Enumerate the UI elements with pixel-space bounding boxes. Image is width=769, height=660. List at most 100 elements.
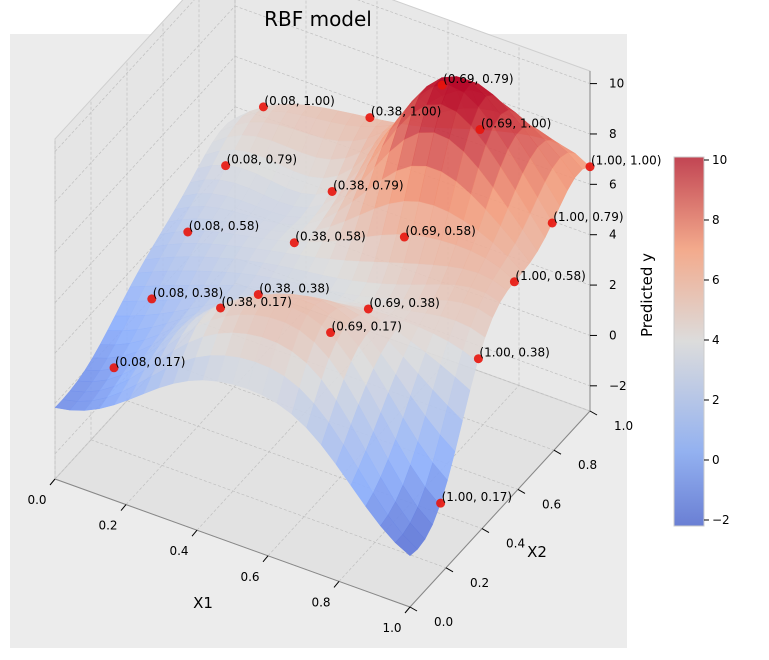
x-tick-label: 0.6	[240, 570, 259, 584]
colorbar-ticks: −2 0 2 4 6 8 10	[704, 153, 730, 527]
y-tick-label: 0.6	[542, 497, 561, 511]
y-tick-mark	[589, 410, 598, 416]
data-label: (0.69, 0.58)	[405, 224, 475, 238]
colorbar-tick-label: 10	[712, 153, 727, 167]
z-tick-label: 8	[609, 127, 617, 141]
colorbar-tick-label: 6	[712, 273, 720, 287]
data-label: (0.08, 1.00)	[264, 94, 334, 108]
x-tick-mark	[404, 606, 411, 614]
y-tick-label: 0.4	[506, 537, 525, 551]
colorbar-tick-label: 0	[712, 453, 720, 467]
data-point	[475, 125, 485, 135]
data-points: (0.08, 0.17) (0.08, 0.38) (0.08, 0.58) (0.0…	[109, 72, 661, 508]
y-axis-label: X2	[527, 543, 547, 561]
data-label: (0.08, 0.79)	[227, 153, 297, 167]
y-tick-label: 1.0	[614, 419, 633, 433]
data-point	[109, 363, 119, 373]
data-label: (0.69, 0.38)	[369, 296, 439, 310]
x-tick-mark	[262, 555, 269, 563]
data-label: (0.69, 0.17)	[332, 320, 402, 334]
data-label: (1.00, 0.79)	[553, 210, 623, 224]
grid-line	[338, 385, 520, 582]
data-label: (0.38, 0.58)	[295, 230, 365, 244]
data-point	[399, 232, 409, 242]
data-point	[147, 294, 157, 304]
x-tick-mark	[49, 478, 56, 486]
grid-line	[234, 56, 591, 185]
data-point	[436, 498, 446, 508]
x-axis-line	[54, 478, 411, 608]
data-label: (1.00, 0.17)	[442, 490, 512, 504]
z-tick-label: 2	[609, 278, 617, 292]
data-point	[183, 227, 193, 237]
x-tick-mark	[333, 581, 340, 588]
data-label: (0.08, 0.58)	[189, 219, 259, 233]
data-label: (0.38, 0.79)	[333, 178, 403, 192]
z-tick-label: 6	[609, 177, 617, 191]
surface	[54, 76, 591, 557]
colorbar-gradient	[673, 156, 705, 527]
y-tick-label: 0.8	[578, 458, 597, 472]
data-point	[253, 289, 263, 299]
data-label: (0.08, 0.38)	[153, 286, 223, 300]
data-label: (0.69, 1.00)	[481, 117, 551, 131]
data-point	[437, 80, 447, 90]
data-point	[547, 218, 557, 228]
grid-line	[90, 439, 447, 569]
colorbar-tick-label: −2	[712, 513, 730, 527]
y-tick-mark	[517, 488, 526, 494]
data-point	[221, 161, 231, 171]
z-tick-label: 10	[609, 77, 624, 91]
data-label: (0.69, 0.79)	[443, 72, 513, 86]
data-label: (1.00, 0.58)	[515, 269, 585, 283]
x-tick-label: 0.4	[169, 544, 188, 558]
data-point	[365, 113, 375, 123]
colorbar-tick-label: 4	[712, 333, 720, 347]
x-tick-mark	[191, 529, 198, 537]
y-tick-mark	[553, 449, 562, 455]
data-label: (0.38, 0.17)	[222, 295, 292, 309]
z-tick-label: 4	[609, 228, 617, 242]
grid-line	[54, 106, 236, 303]
data-point	[585, 162, 595, 172]
data-label: (1.00, 0.38)	[479, 346, 549, 360]
data-point	[216, 303, 225, 313]
z-axis-label: Predicted y	[638, 253, 656, 337]
grid-line	[54, 5, 236, 203]
grid-line	[162, 361, 519, 490]
data-point	[289, 238, 299, 248]
surface-patch	[394, 534, 418, 557]
colorbar: −2 0 2 4 6 8 10	[673, 153, 730, 527]
data-point	[363, 304, 373, 314]
x-axis-label: X1	[193, 594, 213, 612]
y-tick-label: 0.0	[434, 615, 453, 629]
y-tick-mark	[481, 528, 490, 534]
x-tick-label: 0.0	[27, 493, 46, 507]
colorbar-tick-label: 2	[712, 393, 720, 407]
x-tick-label: 1.0	[382, 621, 401, 635]
grid-line	[54, 56, 236, 253]
data-label: (0.08, 0.17)	[115, 355, 185, 369]
x-tick-label: 0.2	[98, 519, 117, 533]
data-point	[509, 277, 519, 287]
y-tick-mark	[409, 606, 418, 612]
y-tick-mark	[445, 567, 454, 573]
chart-title: RBF model	[264, 7, 372, 31]
x-tick-label: 0.8	[311, 595, 330, 609]
z-tick-label: −2	[609, 379, 627, 393]
data-point	[258, 102, 268, 112]
data-label: (1.00, 1.00)	[591, 154, 661, 168]
x-tick-mark	[120, 504, 127, 511]
z-tick-label: 0	[609, 328, 617, 342]
y-tick-label: 0.2	[470, 576, 489, 590]
data-point	[326, 328, 336, 338]
grid-line	[126, 400, 483, 529]
data-label: (0.38, 0.38)	[259, 281, 329, 295]
data-point	[327, 186, 337, 196]
colorbar-tick-label: 8	[712, 213, 720, 227]
data-point	[473, 354, 483, 364]
y-axis-line	[409, 410, 591, 608]
data-label: (0.38, 1.00)	[371, 105, 441, 119]
grid-line	[234, 5, 591, 135]
